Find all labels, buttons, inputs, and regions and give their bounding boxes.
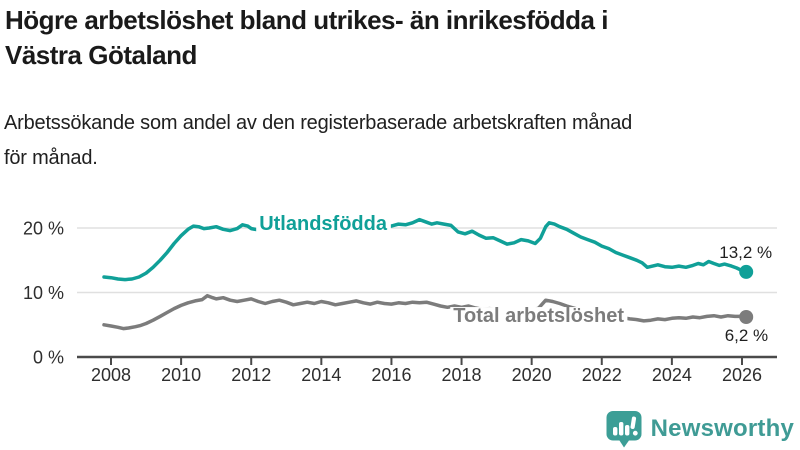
x-tick-label: 2010 — [161, 365, 201, 385]
series-line-total — [102, 293, 748, 331]
x-tick-label: 2022 — [582, 365, 622, 385]
brand-name: Newsworthy — [650, 415, 794, 442]
y-tick-label: 10 % — [23, 283, 64, 303]
end-value-label-total: 6,2 % — [725, 326, 768, 345]
subtitle-line-1: Arbetssökande som andel av den registerb… — [4, 112, 633, 134]
x-tick-label: 2008 — [91, 365, 131, 385]
chart-subtitle: Arbetssökande som andel av den registerb… — [4, 106, 632, 176]
series-label-total: Total arbetslöshet — [453, 305, 624, 327]
x-tick-label: 2026 — [722, 365, 762, 385]
x-tick-label: 2016 — [371, 365, 411, 385]
x-tick-label: 2018 — [442, 365, 482, 385]
series-label-utlandsfodda: Utlandsfödda — [259, 213, 388, 235]
subtitle-line-2: för månad. — [4, 147, 98, 169]
title-line-1: Högre arbetslöshet bland utrikes- än inr… — [5, 5, 608, 35]
series-label-halo — [450, 307, 628, 326]
page-title: Högre arbetslöshet bland utrikes- än inr… — [5, 3, 608, 73]
end-value-label-utlandsfodda: 13,2 % — [719, 243, 772, 262]
x-tick-label: 2014 — [301, 365, 341, 385]
end-dot-total — [739, 310, 754, 324]
end-dot-utlandsfodda — [739, 264, 754, 279]
series-label-halo — [256, 214, 391, 233]
newsworthy-logo-icon — [606, 411, 642, 448]
newsworthy-branding: Newsworthy — [605, 410, 794, 448]
x-tick-label: 2012 — [231, 365, 271, 385]
x-tick-label: 2020 — [512, 365, 552, 385]
y-tick-label: 20 % — [23, 219, 64, 239]
series-line-utlandsfodda — [102, 217, 748, 282]
y-tick-label: 0 % — [33, 348, 64, 368]
x-tick-label: 2024 — [652, 365, 692, 385]
title-line-2: Västra Götaland — [5, 40, 197, 70]
